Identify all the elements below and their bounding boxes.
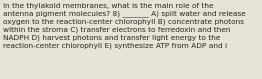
Text: In the thylakoid membranes, what is the main role of the
antenna pigment molecul: In the thylakoid membranes, what is the … [3,3,246,49]
